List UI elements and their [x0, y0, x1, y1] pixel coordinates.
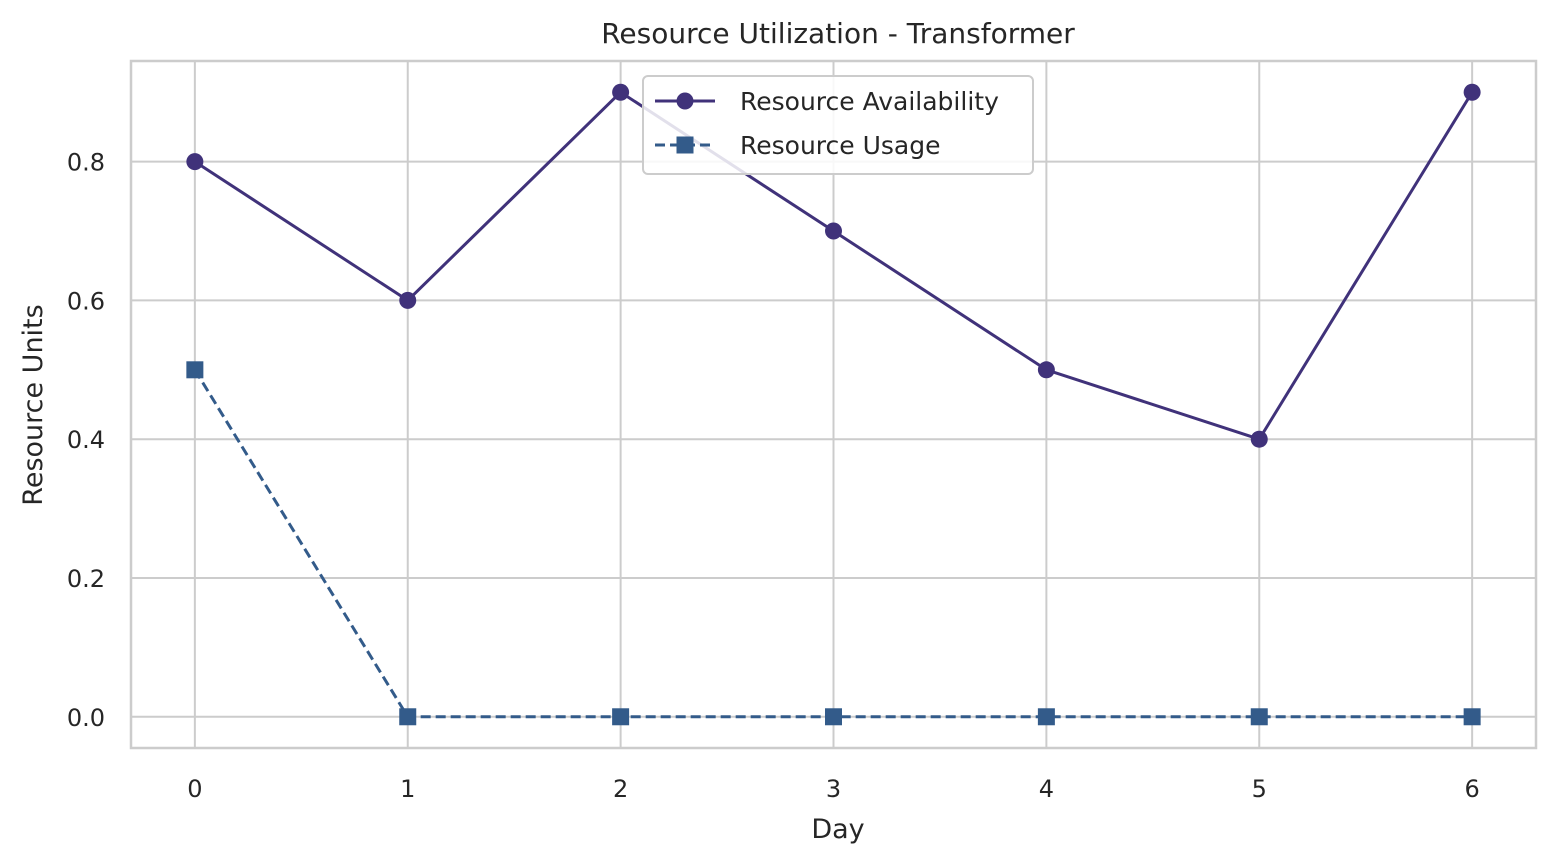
legend-label-availability: Resource Availability: [740, 87, 999, 116]
data-point: [612, 708, 630, 726]
data-point: [399, 708, 417, 726]
x-axis-label: Day: [811, 814, 864, 845]
y-tick-label: 0.0: [67, 704, 105, 732]
x-tick-label: 1: [400, 775, 415, 803]
data-point: [825, 222, 842, 240]
x-tick-label: 5: [1252, 775, 1267, 803]
series-resource-availability: [186, 83, 1481, 448]
y-tick-label: 0.6: [67, 287, 105, 315]
y-tick-label: 0.8: [67, 149, 105, 177]
legend-marker-availability: [676, 92, 694, 110]
legend-label-usage: Resource Usage: [740, 131, 941, 160]
data-point: [1037, 361, 1055, 379]
data-point: [1463, 83, 1481, 101]
tick-labels: 0 1 2 3 4 5 6 0.0 0.2 0.4 0.6 0.8: [67, 149, 1480, 803]
data-point: [1250, 708, 1268, 726]
y-tick-label: 0.4: [67, 426, 105, 454]
y-tick-label: 0.2: [67, 565, 105, 593]
data-point: [186, 153, 204, 171]
x-tick-label: 0: [187, 775, 202, 803]
legend: Resource Availability Resource Usage: [642, 75, 1034, 175]
plot-frame: [129, 59, 1538, 750]
data-point: [825, 708, 842, 726]
x-tick-label: 6: [1464, 775, 1479, 803]
x-tick-label: 3: [826, 775, 841, 803]
data-point: [612, 83, 630, 101]
x-tick-label: 2: [613, 775, 628, 803]
data-point: [1250, 430, 1268, 448]
legend-box: [642, 75, 1034, 175]
grid-lines: [131, 61, 1536, 748]
data-point: [186, 361, 204, 379]
chart-title: Resource Utilization - Transformer: [601, 17, 1075, 50]
legend-marker-usage: [676, 136, 694, 154]
data-point: [399, 291, 417, 309]
series-layer: [186, 83, 1481, 726]
data-point: [1463, 708, 1481, 726]
x-tick-label: 4: [1039, 775, 1054, 803]
series-resource-usage: [186, 361, 1481, 726]
y-axis-label: Resource Units: [18, 304, 49, 505]
data-point: [1037, 708, 1055, 726]
